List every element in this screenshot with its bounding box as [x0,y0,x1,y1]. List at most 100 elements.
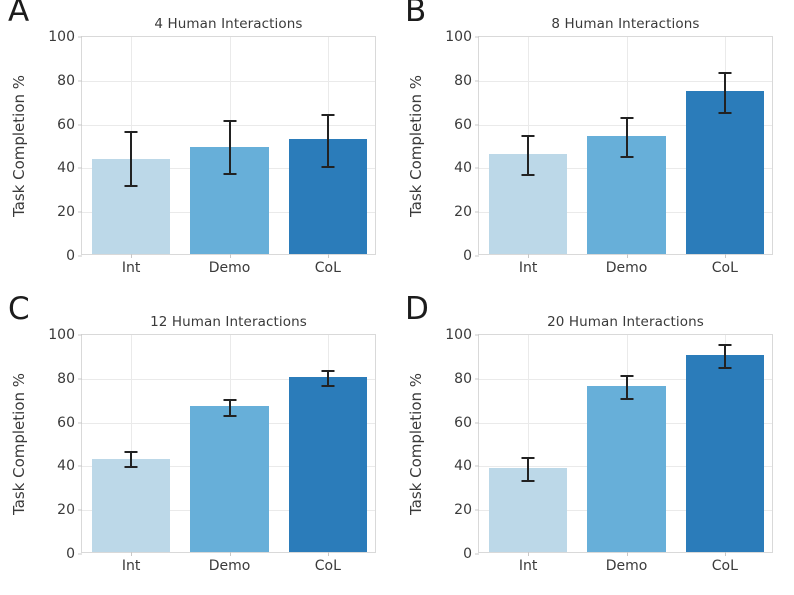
y-tick-mark [475,124,479,126]
y-tick-label: 0 [66,546,75,562]
y-tick-mark [475,378,479,380]
y-tick-label: 100 [445,327,472,343]
y-tick-label: 60 [57,116,75,133]
y-tick-label: 0 [66,248,75,264]
error-bar-line [527,457,530,481]
error-bar-line [625,118,628,158]
y-tick-label: 100 [445,29,472,45]
panel-letter: B [405,0,427,29]
y-tick-mark [475,255,479,257]
panel-title: 20 Human Interactions [547,314,704,330]
y-tick-mark [475,211,479,213]
error-bar-cap-lower [521,479,535,482]
bar-col [288,376,368,552]
gridline-vertical [528,335,530,552]
panel-d: D 20 Human Interactions Task Completion % 0… [397,294,794,595]
y-tick-mark [475,167,479,169]
bar-demo [190,406,269,552]
error-bar-line [723,73,726,113]
y-tick-mark [475,422,479,424]
y-tick-label: 60 [57,414,75,431]
x-tick-label-col: CoL [314,260,341,276]
error-bar-line [527,135,530,175]
y-tick-label: 100 [48,327,75,343]
y-tick-mark [78,509,82,511]
bar-demo [587,385,666,552]
y-tick-mark [78,553,82,555]
y-tick-label: 0 [463,248,472,264]
y-tick-label: 40 [454,458,472,475]
y-axis-label-text: Task Completion % [10,372,29,515]
x-tick-mark [626,552,628,556]
x-tick-label-demo: Demo [208,558,251,574]
plot-area: 0 20 40 60 80 100 Int Demo CoL [445,29,773,276]
y-tick-label: 100 [48,29,75,45]
error-bar-cap-upper [718,343,732,346]
x-tick-label-int: Int [121,558,141,574]
y-tick-label: 20 [454,204,472,221]
error-bar-cap-upper [124,451,138,454]
y-tick-label: 80 [454,72,472,89]
error-bar-line [326,114,329,168]
error-bar-line [130,132,133,186]
panel-title: 4 Human Interactions [154,16,303,32]
y-tick-label: 80 [57,72,75,89]
y-tick-mark [78,124,82,126]
y-axis-label: Task Completion % [405,334,427,553]
x-tick-label-int: Int [518,558,538,574]
panel-c: C 12 Human Interactions Task Completion % 0… [0,294,397,595]
y-tick-mark [78,211,82,213]
y-tick-label: 20 [454,502,472,519]
gridline-vertical [131,335,133,552]
y-axis-label: Task Completion % [405,36,427,255]
y-tick-mark [475,509,479,511]
gridline-horizontal [82,378,375,380]
error-bar-cap-lower [620,156,633,159]
error-bar-cap-upper [124,131,138,134]
error-bar-line [130,452,133,468]
x-tick-label-col: CoL [711,558,738,574]
y-tick-mark [78,167,82,169]
y-tick-label: 0 [463,546,472,562]
error-bar-cap-lower [620,397,633,400]
y-axis-label-text: Task Completion % [407,372,426,515]
error-bar-cap-upper [321,370,335,373]
bar-col [685,90,765,254]
error-bar-cap-lower [521,173,535,176]
error-bar-cap-upper [620,374,633,377]
x-tick-label-demo: Demo [605,558,648,574]
x-tick-mark [131,254,133,258]
x-tick-mark [626,254,628,258]
y-tick-mark [475,36,479,38]
bar-int [488,467,568,552]
x-tick-mark [528,254,530,258]
error-bar-cap-lower [321,166,335,169]
error-bar-cap-lower [718,111,732,114]
error-bar-line [326,371,329,387]
x-tick-mark [528,552,530,556]
gridline-horizontal [479,80,772,82]
error-bar-line [228,121,231,174]
panel-a: A 4 Human Interactions Task Completion % 0 2… [0,0,397,297]
x-tick-mark [724,552,726,556]
x-tick-mark [327,552,329,556]
x-tick-mark [229,254,231,258]
error-bar-line [228,399,231,417]
y-tick-label: 40 [57,160,75,177]
x-tick-mark [229,552,231,556]
x-tick-mark [724,254,726,258]
x-tick-label-int: Int [121,260,141,276]
y-tick-mark [78,334,82,336]
error-bar-cap-lower [223,415,236,418]
error-bar-cap-lower [124,466,138,469]
y-tick-mark [78,465,82,467]
x-tick-label-col: CoL [314,558,341,574]
y-tick-mark [475,80,479,82]
panel-letter: D [405,291,429,327]
error-bar-cap-upper [521,456,535,459]
bar-int [91,458,171,552]
y-tick-mark [475,334,479,336]
y-tick-mark [78,378,82,380]
panel-letter: A [8,0,30,29]
